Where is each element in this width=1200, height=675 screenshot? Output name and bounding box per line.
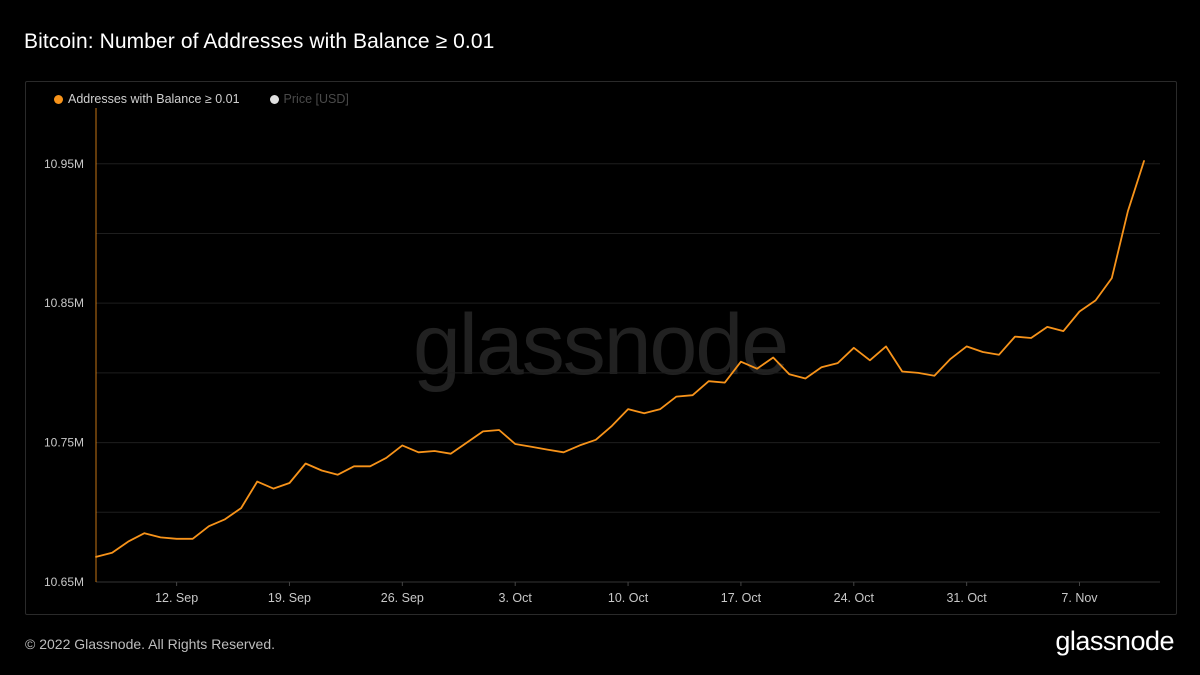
y-tick-label: 10.95M	[44, 157, 84, 171]
legend-item-addresses[interactable]: Addresses with Balance ≥ 0.01	[54, 92, 240, 106]
y-tick-label: 10.85M	[44, 296, 84, 310]
legend-label-price: Price [USD]	[283, 92, 349, 106]
x-tick-label: 31. Oct	[946, 591, 987, 605]
legend-label-addresses: Addresses with Balance ≥ 0.01	[68, 92, 240, 106]
legend-dot-addresses	[54, 94, 63, 104]
x-tick-label: 19. Sep	[268, 591, 311, 605]
x-tick-label: 3. Oct	[499, 591, 533, 605]
x-tick-label: 10. Oct	[608, 591, 649, 605]
legend-item-price[interactable]: Price [USD]	[269, 92, 349, 106]
chart-title: Bitcoin: Number of Addresses with Balanc…	[24, 30, 495, 53]
copyright-text: © 2022 Glassnode. All Rights Reserved.	[25, 636, 276, 652]
x-tick-label: 12. Sep	[155, 591, 198, 605]
chart-panel	[25, 81, 1177, 615]
watermark: glassnode	[412, 297, 789, 393]
y-tick-label: 10.65M	[44, 575, 84, 589]
glassnode-logo: glassnode	[1055, 626, 1174, 656]
x-tick-label: 26. Sep	[381, 591, 424, 605]
x-tick-label: 17. Oct	[721, 591, 762, 605]
y-tick-label: 10.75M	[44, 436, 84, 450]
legend-dot-price	[269, 94, 279, 104]
series-line-addresses	[95, 160, 1145, 558]
x-tick-label: 7. Nov	[1061, 591, 1098, 605]
legend: Addresses with Balance ≥ 0.01 Price [USD…	[54, 92, 379, 106]
x-tick-label: 24. Oct	[834, 591, 875, 605]
